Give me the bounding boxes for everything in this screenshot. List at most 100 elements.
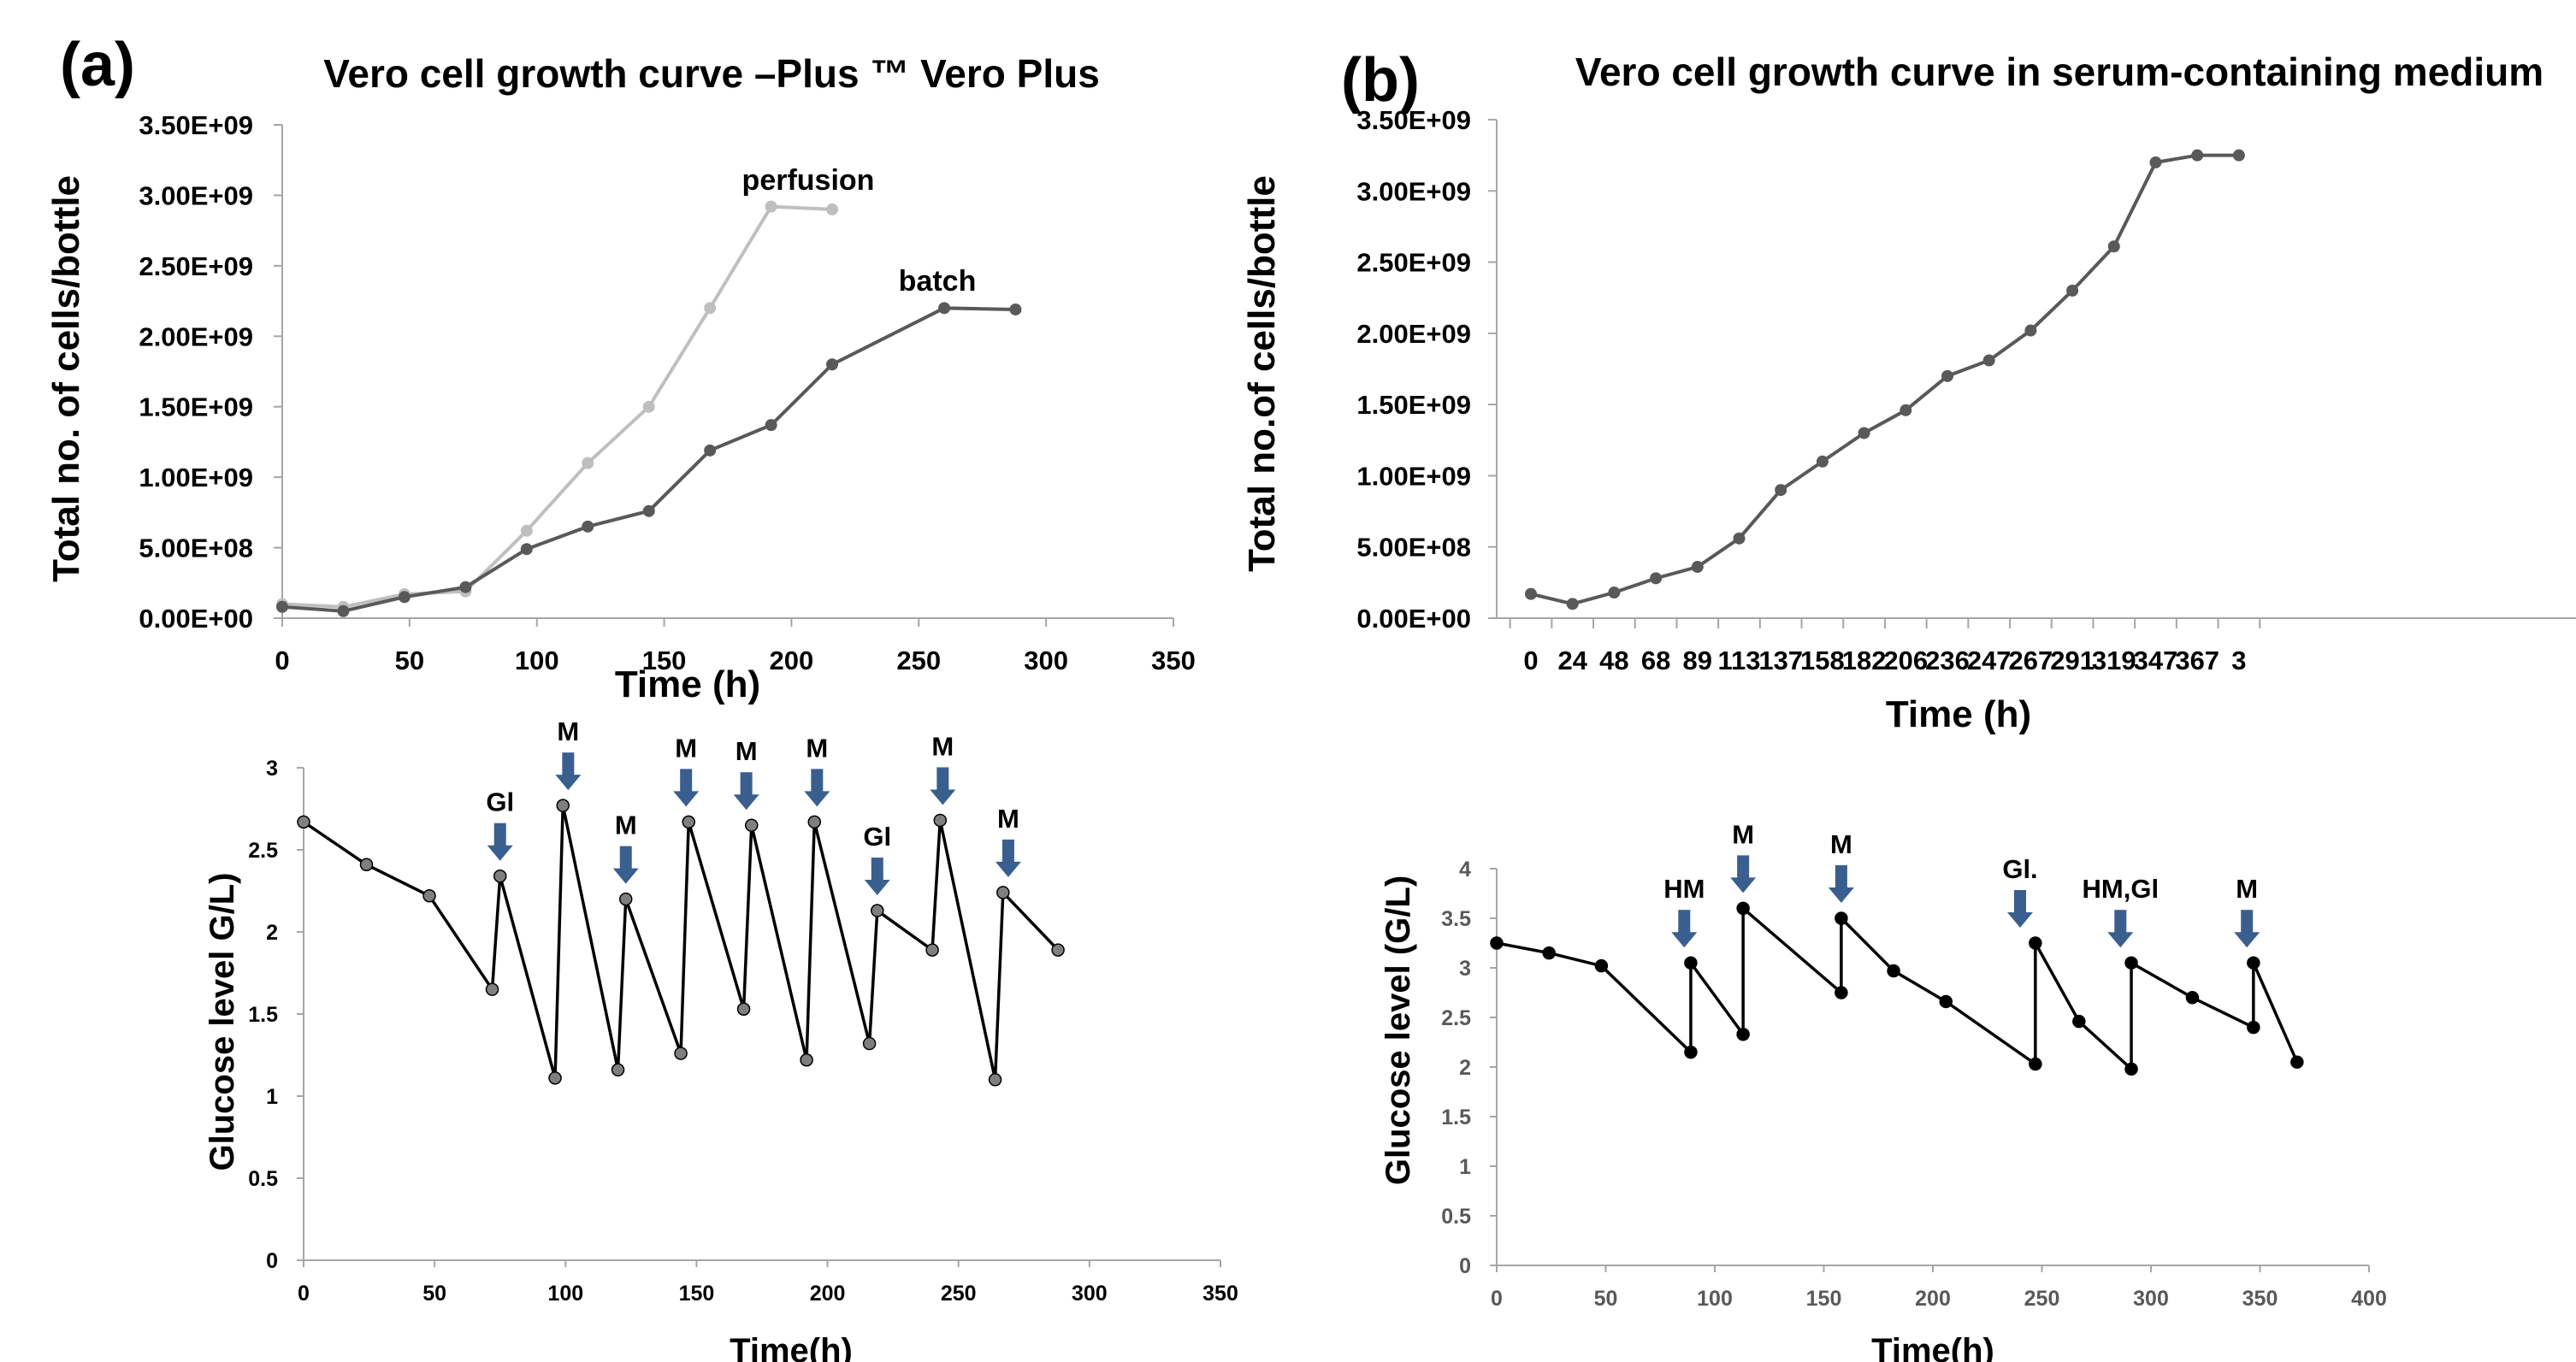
data-point (1051, 943, 1065, 957)
event-marker: M (1730, 819, 1757, 893)
chart-b-glucose-axes: 0 0.5 1 1.5 2 2.5 3 3.5 4 0 50 100 150 200 250 300 350 40… (1441, 858, 2387, 1311)
event-marker: Gl (863, 822, 891, 896)
event-arrow-shaft (936, 767, 949, 792)
event-arrow-shaft (2014, 890, 2026, 914)
event-marker: Gl (486, 787, 514, 861)
event-label: M (675, 733, 697, 763)
event-arrow-shaft (740, 772, 753, 797)
event-label: M (997, 804, 1019, 834)
x-tick-label: 300 (1072, 1282, 1108, 1306)
data-point (2072, 1014, 2086, 1029)
event-label: HM (1663, 874, 1705, 904)
data-point (2024, 324, 2037, 337)
event-label: M (1830, 829, 1852, 859)
event-marker: M (2234, 874, 2260, 948)
event-arrow-head (804, 791, 830, 807)
data-point (2107, 240, 2120, 253)
y-tick-label: 0.5 (1441, 1205, 1471, 1229)
data-point (1594, 958, 1609, 973)
x-tick-label: 350 (1151, 646, 1196, 675)
x-tick-label: 24 (1557, 646, 1587, 675)
data-point (1941, 369, 1953, 382)
x-tick-label: 137 (1758, 646, 1803, 675)
y-tick-label: 5.00E+08 (1356, 533, 1471, 563)
data-point-perfusion (765, 200, 777, 213)
data-point (1939, 994, 1953, 1009)
event-arrow-shaft (1678, 910, 1691, 935)
data-point (297, 815, 310, 829)
chart-b-glucose-series (1490, 901, 2304, 1076)
x-tick-label: 347 (2134, 646, 2178, 675)
y-tick-label: 1.00E+09 (139, 463, 253, 492)
data-point (611, 1063, 625, 1077)
data-point (493, 869, 507, 883)
x-tick-label: 200 (1915, 1287, 1951, 1311)
y-tick-label: 2 (266, 921, 278, 945)
x-tick-label: 150 (642, 646, 687, 675)
event-arrow-shaft (619, 846, 632, 870)
event-label: M (615, 811, 637, 840)
x-tick-label: 150 (679, 1282, 715, 1306)
chart-b-xlabel: Time (h) (1886, 693, 2031, 735)
data-point (1736, 1027, 1750, 1041)
chart-b-glucose-xlabel: Time(h) (1871, 1332, 1994, 1362)
data-point-batch (520, 543, 533, 556)
data-point-perfusion (642, 400, 655, 413)
data-point-perfusion (704, 302, 717, 315)
x-tick-label: 158 (1800, 646, 1845, 675)
x-tick-label: 50 (395, 646, 424, 675)
event-arrow-head (487, 845, 513, 861)
event-arrow-head (1828, 887, 1854, 903)
data-point-batch (276, 600, 288, 613)
y-tick-label: 2.50E+09 (139, 251, 253, 281)
x-tick-label: 48 (1599, 646, 1628, 675)
event-arrow-shaft (2114, 910, 2127, 935)
chart-b-ylabel: Total no.of cells/bottle (1241, 175, 1283, 572)
event-label: Gl (863, 822, 891, 852)
x-tick-label: 300 (1024, 646, 1068, 675)
chart-a-title: Vero cell growth curve –Plus ™ Vero Plus (323, 51, 1100, 96)
chart-b-axes: 0.00E+00 5.00E+08 1.00E+09 1.50E+09 2.00E+09… (1356, 105, 2576, 675)
y-tick-label: 1.50E+09 (1356, 390, 1471, 420)
event-arrow-head (733, 794, 759, 811)
data-point (925, 943, 939, 957)
y-tick-label: 2.5 (248, 839, 278, 863)
data-point (1887, 964, 1900, 978)
data-point (422, 889, 436, 903)
data-point (807, 815, 822, 829)
event-label: M (1732, 819, 1754, 849)
chart-b-title: Vero cell growth curve in serum-containi… (1575, 50, 2544, 94)
data-point (744, 818, 759, 832)
data-point-batch (1009, 303, 1022, 315)
y-tick-label: 2.5 (1441, 1006, 1471, 1030)
y-tick-label: 0.00E+00 (139, 604, 253, 634)
event-marker: Gl. (2002, 854, 2038, 928)
event-marker: M (1828, 829, 1854, 903)
data-point (933, 813, 948, 828)
event-arrow-head (2107, 932, 2134, 948)
panel-label-b: (b) (1341, 46, 1420, 115)
data-point (1835, 986, 1848, 999)
event-arrow-shaft (1835, 865, 1847, 889)
chart-a-axes: 0.00E+00 5.00E+08 1.00E+09 1.50E+09 2.00E+09… (139, 110, 1195, 675)
y-tick-label: 3 (266, 757, 278, 781)
y-tick-label: 1 (1459, 1155, 1471, 1179)
y-tick-label: 0 (266, 1249, 278, 1273)
series-line-perfusion (281, 204, 833, 609)
data-point (2124, 1062, 2138, 1076)
chart-b-glucose-ylabel: Glucose level (G/L) (1380, 876, 1417, 1185)
data-point (1982, 354, 1995, 367)
data-point (1542, 946, 1556, 960)
x-tick-label: 3 (2231, 646, 2246, 675)
x-tick-label: 100 (515, 646, 559, 675)
event-label: M (2236, 874, 2258, 904)
y-tick-label: 2 (1459, 1056, 1471, 1080)
data-point (1650, 572, 1663, 585)
x-tick-label: 236 (1925, 646, 1970, 675)
data-point-perfusion (520, 524, 533, 537)
data-point (682, 815, 695, 829)
data-point (618, 892, 633, 906)
data-point (871, 904, 884, 917)
data-point (1525, 587, 1537, 600)
